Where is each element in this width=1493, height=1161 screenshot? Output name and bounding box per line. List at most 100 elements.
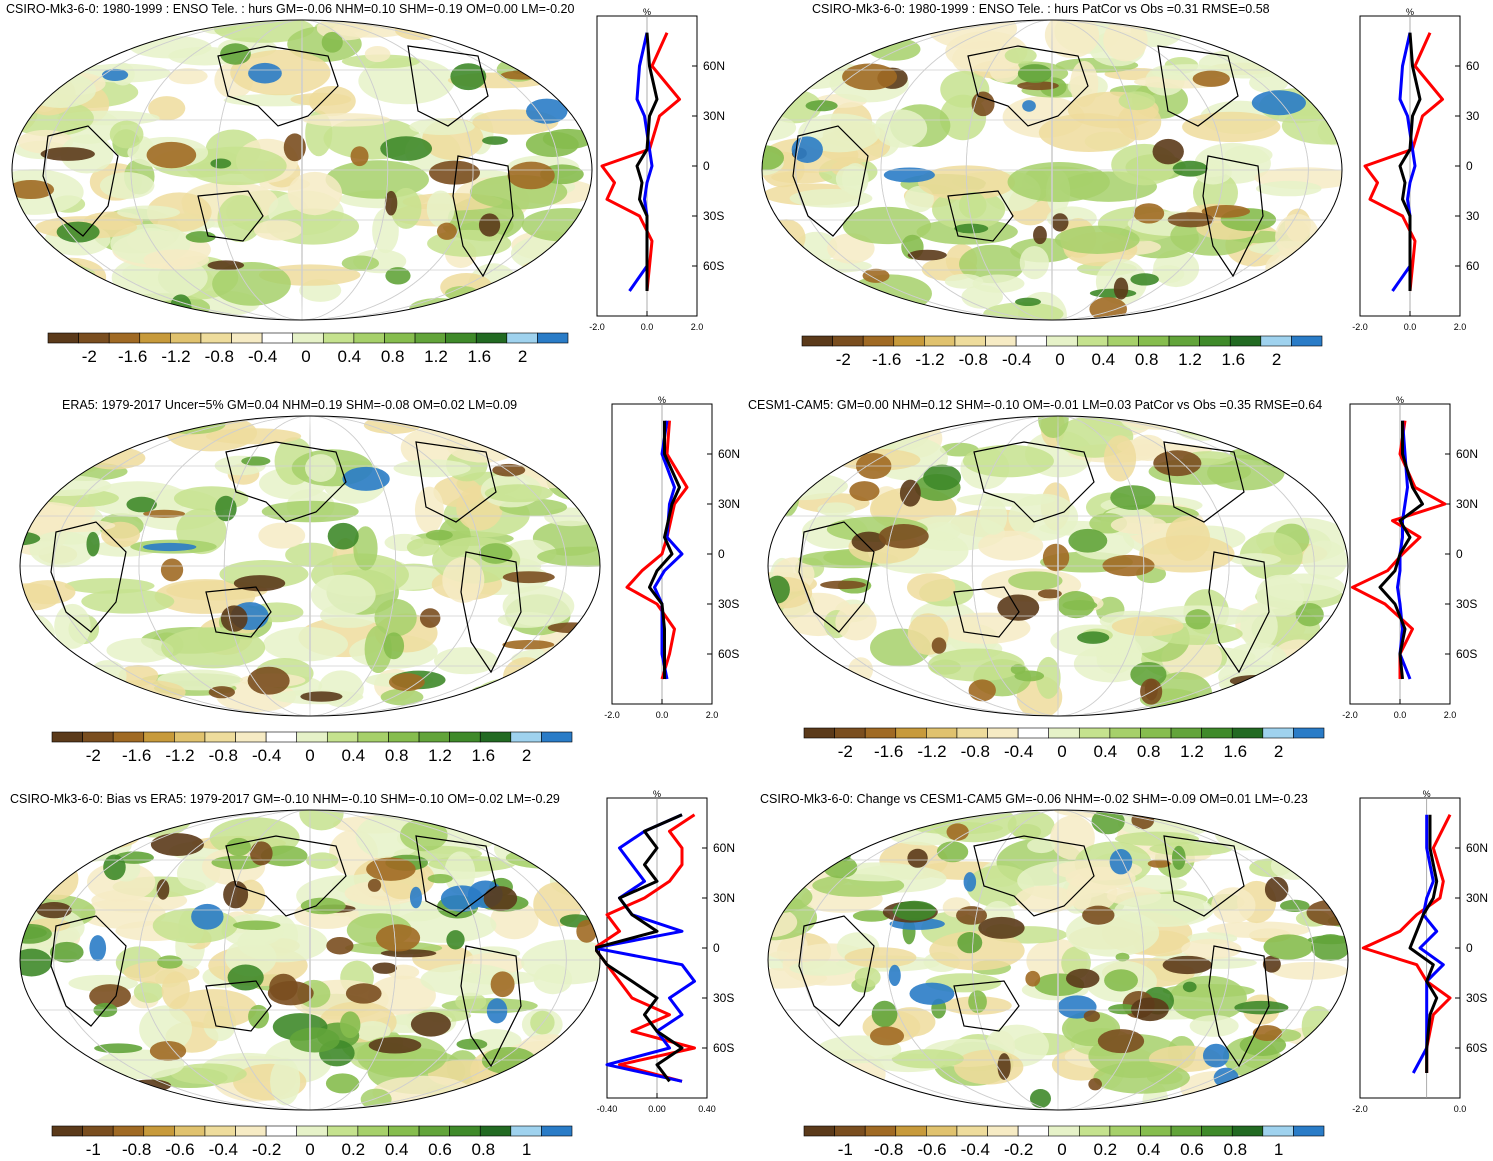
field-blob [1162, 955, 1212, 975]
field-blob [1083, 1010, 1101, 1022]
field-blob [1050, 815, 1095, 860]
x-tick-label: 2.0 [1454, 322, 1467, 332]
field-blob [52, 417, 78, 461]
field-blob [762, 67, 808, 98]
field-blob [1251, 90, 1306, 116]
field-blob [848, 274, 932, 313]
field-blob [768, 810, 834, 825]
world-map [19, 809, 601, 1111]
x-tick-label: 0.0 [1394, 710, 1407, 720]
colorbar-swatch [449, 731, 481, 743]
colorbar-tick-label: -0.8 [874, 1140, 903, 1159]
colorbar-tick-label: -0.4 [1004, 742, 1033, 761]
colorbar-swatch [956, 1125, 988, 1137]
field-blob [481, 1046, 537, 1075]
graticule-line [801, 416, 1315, 716]
colorbar-tick-label: -0.6 [165, 1140, 194, 1159]
field-blob [799, 452, 834, 476]
field-blob [1103, 20, 1148, 62]
panel-title: CSIRO-Mk3-6-0: 1980-1999 : ENSO Tele. : … [6, 2, 575, 16]
panel-title: CESM1-CAM5: GM=0.00 NHM=0.12 SHM=-0.10 O… [748, 398, 1323, 412]
field-blob [1255, 430, 1294, 454]
colorbar-swatch [834, 1125, 866, 1137]
field-blob [1313, 1097, 1348, 1108]
field-blob [526, 1080, 580, 1105]
colorbar-swatch [353, 332, 385, 344]
colorbar-tick-label: 2 [1274, 742, 1283, 761]
map-border [11, 19, 593, 321]
field-blob [1109, 849, 1133, 875]
field-blob [36, 662, 58, 673]
graticule-line [138, 810, 482, 1110]
field-blob [502, 585, 575, 627]
colorbar-tick-label: -1.6 [872, 350, 901, 369]
field-blob [805, 1059, 819, 1074]
field-blob [508, 278, 539, 306]
field-blob [20, 1019, 38, 1063]
profile-series-black [595, 813, 684, 1083]
field-blob [358, 57, 455, 105]
field-blob [436, 222, 457, 240]
colorbar-swatch [143, 731, 175, 743]
field-blob [478, 213, 501, 237]
field-blob [1111, 616, 1184, 637]
field-blob [1007, 162, 1110, 202]
field-blob [762, 294, 825, 307]
field-blob [945, 31, 1028, 72]
field-blob [253, 219, 303, 241]
field-blob [207, 260, 245, 271]
colorbar-swatch [292, 332, 324, 344]
field-blob [869, 1026, 905, 1046]
graticule-line [53, 810, 567, 1110]
lat-tick-label: 0 [713, 941, 720, 955]
field-blob [845, 416, 925, 437]
colorbar-tick-label: -1 [838, 1140, 853, 1159]
field-blob [868, 37, 921, 61]
colorbar-tick-label: 0.8 [1137, 742, 1161, 761]
x-tick-label: 2.0 [691, 322, 704, 332]
field-blob [762, 39, 822, 56]
continent-outline [460, 551, 522, 674]
field-blob [247, 666, 290, 695]
field-blob [1114, 893, 1214, 928]
field-blob [215, 495, 237, 522]
field-blob [789, 188, 873, 208]
field-blob [852, 910, 891, 922]
colorbar-swatch [170, 332, 202, 344]
colorbar-tick-label: 0.6 [1180, 1140, 1204, 1159]
field-blob [1279, 899, 1310, 912]
field-blob [12, 20, 44, 44]
colorbar-tick-label: 0.4 [342, 746, 366, 765]
field-blob [20, 810, 103, 823]
field-blob [1038, 416, 1069, 439]
graticule-line [801, 810, 1315, 1110]
field-blob [507, 161, 555, 190]
profile-unit-label: % [643, 7, 651, 17]
field-blob [433, 647, 498, 675]
field-blob [157, 955, 183, 969]
colorbar-swatch [231, 332, 263, 344]
field-blob [1036, 656, 1061, 699]
field-blob [968, 679, 996, 702]
colorbar-tick-label: -0.4 [961, 1140, 990, 1159]
field-blob [33, 857, 79, 901]
field-blob [541, 1063, 576, 1079]
field-blob [514, 416, 541, 432]
field-blob [1182, 981, 1197, 993]
field-blob [390, 187, 422, 229]
zonal-mean-profile: % 60N 30N 0 30S 60S -2.0 0.0 2.0 [604, 395, 740, 720]
field-blob [1152, 138, 1184, 165]
field-blob [1235, 701, 1273, 712]
field-blob [842, 63, 898, 91]
lat-tick-label: 30S [718, 597, 739, 611]
colorbar-swatch [82, 1125, 114, 1137]
field-blob [773, 280, 861, 320]
continent-outline [205, 586, 272, 638]
field-blob [1171, 845, 1186, 870]
colorbar-swatch [1015, 335, 1048, 347]
field-blob [185, 231, 216, 243]
field-blob [543, 829, 581, 844]
field-blob [1133, 203, 1165, 224]
field-blob [849, 481, 880, 502]
colorbar-tick-label: -0.4 [1002, 350, 1031, 369]
